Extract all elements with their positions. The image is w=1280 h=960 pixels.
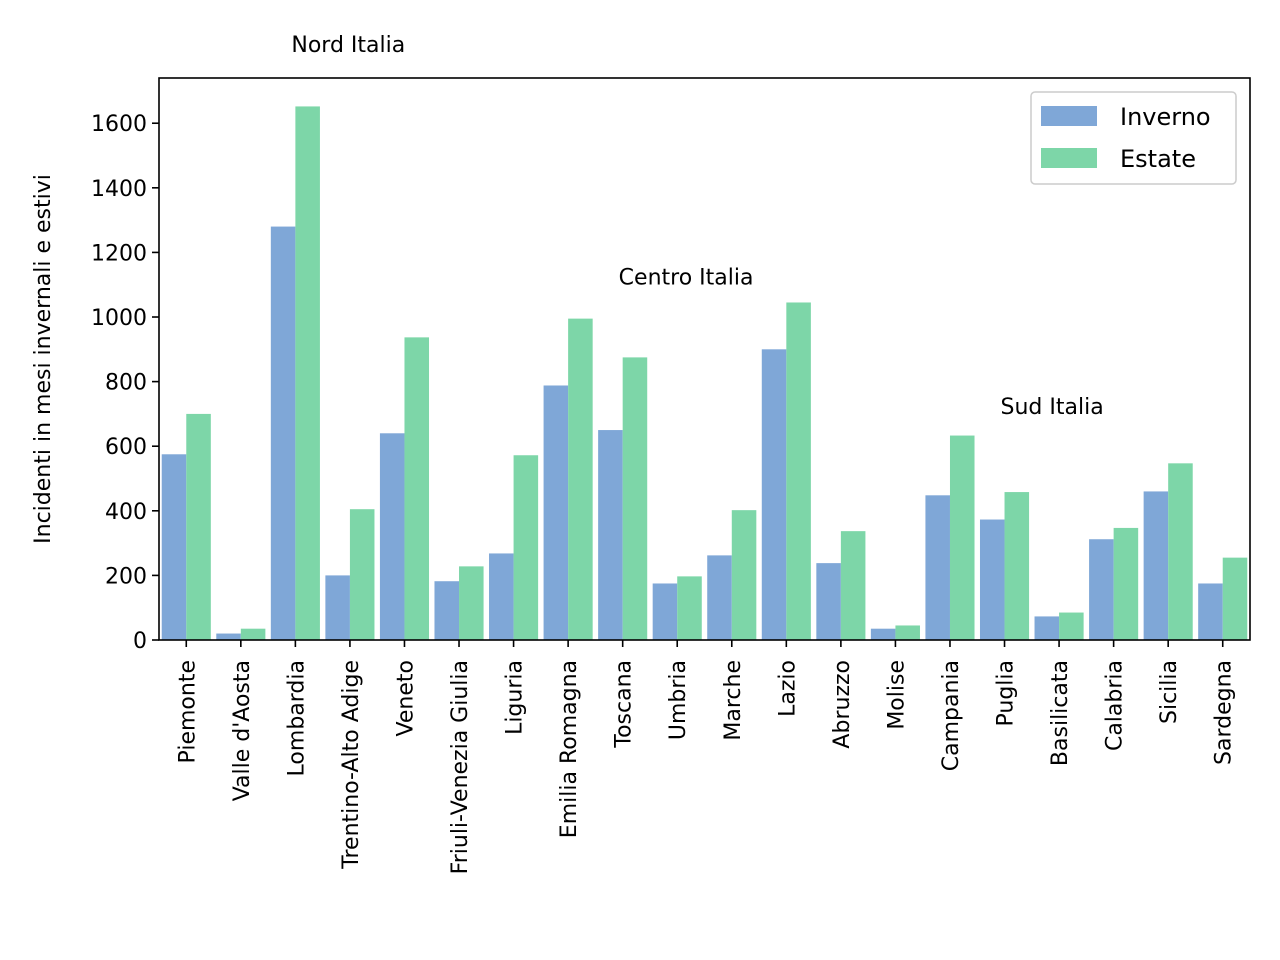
- bar-inverno-5: [434, 581, 460, 640]
- bars-group: [161, 106, 1248, 641]
- annotations: Nord Italia Centro Italia Sud Italia: [291, 33, 1103, 420]
- bar-estate-0: [186, 413, 211, 640]
- bar-estate-10: [731, 510, 757, 640]
- annotation: Centro Italia: [619, 266, 754, 291]
- bar-inverno-19: [1198, 583, 1223, 640]
- bar-inverno-12: [816, 563, 841, 640]
- y-tick-label: 600: [105, 435, 147, 460]
- x-tick-label: Piemonte: [175, 660, 200, 763]
- bar-inverno-3: [325, 575, 350, 640]
- bar-inverno-15: [979, 519, 1005, 640]
- x-tick-label: Toscana: [612, 660, 637, 749]
- bar-inverno-10: [707, 555, 732, 640]
- y-tick-label: 0: [133, 629, 147, 654]
- bar-inverno-16: [1034, 616, 1060, 640]
- x-tick-label: Liguria: [503, 660, 528, 735]
- bar-estate-19: [1222, 557, 1248, 640]
- bar-inverno-9: [652, 583, 678, 640]
- legend: Inverno Estate: [1030, 91, 1237, 185]
- y-axis-label: Incidenti in mesi invernali e estivi: [31, 174, 56, 544]
- legend-label: Estate: [1120, 145, 1196, 173]
- legend-label: Inverno: [1120, 103, 1211, 131]
- x-tick-label: Puglia: [994, 660, 1019, 727]
- x-tick-label: Friuli-Venezia Giulia: [448, 660, 473, 874]
- bar-inverno-0: [161, 454, 187, 640]
- bar-estate-2: [295, 106, 320, 641]
- y-tick-label: 1400: [91, 177, 147, 202]
- bar-inverno-18: [1143, 491, 1169, 640]
- y-tick-label: 200: [105, 564, 147, 589]
- x-tick-label: Marche: [721, 660, 746, 741]
- x-axis: Piemonte Valle d'Aosta Lombardia Trentino-A…: [175, 640, 1237, 874]
- bar-estate-17: [1113, 527, 1139, 640]
- x-tick-label: Veneto: [393, 660, 418, 736]
- bar-estate-18: [1168, 463, 1193, 640]
- x-tick-label: Sicilia: [1157, 660, 1182, 724]
- x-tick-label: Valle d'Aosta: [230, 660, 255, 801]
- y-axis: 0 200 400 600 800 1000 1200 1400 1600: [91, 112, 159, 654]
- x-tick-label: Lombardia: [284, 660, 309, 776]
- bar-estate-13: [895, 625, 920, 640]
- annotation: Nord Italia: [291, 33, 405, 58]
- legend-swatch: [1041, 106, 1097, 126]
- bar-inverno-7: [543, 385, 569, 640]
- bar-estate-7: [568, 318, 593, 640]
- bar-estate-1: [240, 628, 266, 640]
- legend-swatch: [1041, 148, 1097, 168]
- bar-estate-8: [622, 357, 648, 640]
- bar-inverno-11: [761, 349, 787, 640]
- y-tick-label: 1200: [91, 241, 147, 266]
- x-tick-label: Emilia Romagna: [557, 660, 582, 838]
- x-tick-label: Basilicata: [1048, 660, 1073, 766]
- y-tick-label: 800: [105, 371, 147, 396]
- x-tick-label: Sardegna: [1212, 660, 1237, 765]
- bar-estate-4: [404, 337, 430, 640]
- bar-inverno-2: [270, 226, 296, 640]
- bar-estate-11: [786, 302, 811, 640]
- x-tick-label: Lazio: [775, 660, 800, 717]
- bar-estate-12: [840, 531, 866, 640]
- x-tick-label: Umbria: [666, 660, 691, 740]
- x-tick-label: Abruzzo: [830, 660, 855, 749]
- bar-estate-5: [459, 566, 484, 640]
- bar-inverno-4: [379, 433, 405, 640]
- bar-estate-9: [677, 576, 702, 640]
- x-tick-label: Campania: [939, 660, 964, 771]
- y-tick-label: 400: [105, 500, 147, 525]
- bar-inverno-1: [216, 633, 241, 640]
- bar-estate-15: [1004, 492, 1030, 640]
- x-tick-label: Calabria: [1103, 660, 1128, 751]
- plot-frame: [158, 77, 1251, 641]
- bar-inverno-17: [1089, 539, 1114, 640]
- bar-inverno-6: [489, 553, 514, 640]
- bar-estate-6: [513, 455, 539, 640]
- bar-inverno-8: [598, 430, 623, 640]
- bar-estate-16: [1059, 612, 1084, 640]
- y-tick-label: 1600: [91, 112, 147, 137]
- bar-inverno-14: [925, 495, 950, 640]
- annotation: Sud Italia: [1001, 395, 1104, 420]
- bar-estate-3: [349, 509, 375, 640]
- x-tick-label: Molise: [884, 660, 909, 730]
- y-tick-label: 1000: [91, 306, 147, 331]
- bar-inverno-13: [870, 628, 896, 640]
- x-tick-label: Trentino-Alto Adige: [339, 660, 364, 870]
- bar-estate-14: [949, 435, 975, 640]
